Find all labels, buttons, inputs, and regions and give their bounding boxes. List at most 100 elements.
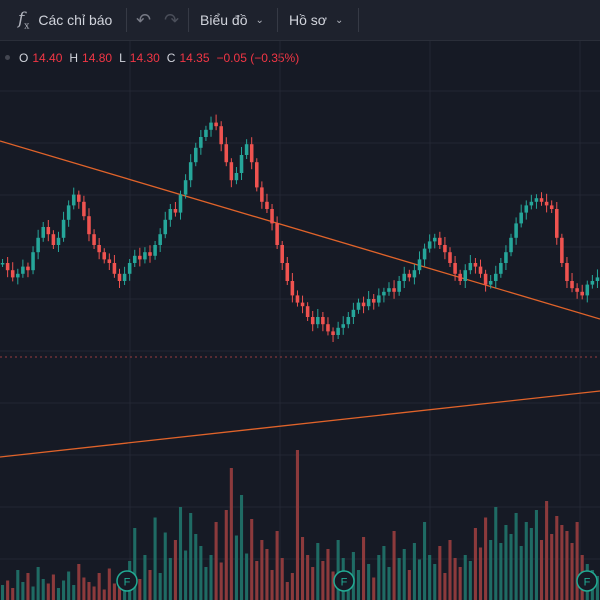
volume-bar: [362, 537, 366, 600]
candle-body: [77, 194, 81, 202]
volume-bar: [77, 564, 81, 600]
candlesticks: [0, 114, 600, 342]
candle-body: [300, 302, 305, 307]
volume-bar: [387, 567, 391, 600]
volume-bar: [316, 543, 320, 600]
volume-bar: [448, 540, 452, 600]
candle-body: [488, 281, 493, 285]
volume-bar: [433, 564, 437, 600]
candle-body: [499, 263, 503, 274]
candle-body: [219, 126, 223, 145]
volume-bar: [199, 546, 203, 600]
candle-body: [56, 237, 61, 245]
profile-menu-button[interactable]: Hồ sơ ⌄: [289, 0, 343, 40]
candle-body: [117, 273, 122, 281]
volume-bar: [209, 555, 213, 600]
volume-bar: [402, 549, 406, 600]
candle-body: [377, 295, 381, 303]
volume-bar: [107, 568, 111, 600]
volume-bar: [184, 550, 188, 600]
candle-body: [356, 302, 361, 310]
candle-body: [143, 252, 147, 260]
low-key: L: [119, 51, 126, 65]
candle-body: [138, 255, 142, 260]
volume-bar: [428, 555, 432, 600]
candle-body: [346, 317, 351, 325]
candle-body: [509, 237, 513, 253]
volume-bar: [484, 517, 488, 600]
volume-bar: [534, 510, 538, 600]
volume-bar: [565, 531, 569, 600]
toolbar-divider: [188, 8, 189, 32]
candle-body: [417, 259, 422, 271]
close-key: C: [166, 51, 176, 65]
volume-bar: [204, 567, 208, 600]
volume-bar: [499, 543, 503, 600]
volume-bar: [255, 561, 259, 600]
chart-menu-button[interactable]: Biểu đồ ⌄: [200, 0, 264, 40]
candle-body: [326, 324, 330, 332]
volume-bar: [62, 580, 66, 600]
candle-body: [275, 223, 279, 245]
high-key: H: [69, 51, 79, 65]
candle-body: [432, 237, 437, 242]
volume-bar: [214, 522, 218, 600]
volume-bar: [245, 553, 249, 600]
candle-body: [239, 155, 244, 173]
candle-body: [595, 277, 600, 281]
event-marker: F: [116, 570, 138, 592]
event-marker-circle: [333, 570, 355, 592]
volume-bar: [224, 510, 228, 600]
volume-bar: [539, 540, 544, 600]
candle-body: [36, 237, 40, 253]
volume-bar: [112, 583, 116, 600]
indicators-button[interactable]: fx Các chỉ báo: [18, 0, 112, 40]
legend-toggle-icon[interactable]: [5, 55, 10, 60]
candle-body: [493, 273, 498, 281]
volume-bar: [550, 534, 554, 600]
volume-bar: [250, 519, 254, 600]
indicators-label: Các chỉ báo: [38, 12, 113, 28]
event-marker-label: F: [584, 577, 591, 589]
candle-body: [265, 201, 269, 209]
volume-bar: [321, 561, 325, 600]
candle-body: [427, 241, 432, 249]
candle-body: [199, 137, 203, 148]
volume-bar: [270, 570, 274, 600]
candle-body: [107, 259, 112, 263]
candle-body: [310, 317, 315, 325]
candle-body: [544, 201, 549, 206]
volume-bar: [356, 570, 361, 600]
undo-icon[interactable]: ↶: [136, 9, 152, 30]
volume-bar: [504, 525, 508, 600]
trendline-upper: [0, 140, 600, 320]
candle-body: [382, 291, 386, 296]
volume-bar: [194, 534, 198, 600]
candle-body: [438, 237, 442, 245]
volume-bar: [412, 543, 416, 600]
volume-bar: [458, 567, 462, 600]
chart-menu-label: Biểu đồ: [200, 12, 248, 28]
volume-bar: [377, 555, 381, 600]
candle-body: [478, 266, 483, 274]
volume-bar: [51, 574, 55, 600]
volume-bar: [311, 567, 315, 600]
volume-bar: [570, 543, 574, 600]
volume-bar: [407, 570, 411, 600]
candle-body: [392, 288, 396, 292]
event-marker-circle: [576, 570, 598, 592]
candle-body: [168, 209, 173, 220]
candle-body: [422, 248, 427, 260]
candle-body: [255, 162, 259, 188]
volume-bar: [173, 540, 177, 600]
candle-body: [514, 223, 518, 238]
volume-bar: [82, 577, 86, 600]
candle-body: [163, 219, 168, 235]
chevron-down-icon: ⌄: [334, 14, 344, 26]
candle-body: [590, 281, 595, 285]
candle-body: [260, 187, 264, 202]
ohlc-legend: O 14.40 H 14.80 L 14.30 C 14.35 −0.05 (−0.35…: [19, 51, 302, 65]
candle-body: [244, 144, 249, 155]
redo-icon[interactable]: ↷: [164, 9, 180, 30]
